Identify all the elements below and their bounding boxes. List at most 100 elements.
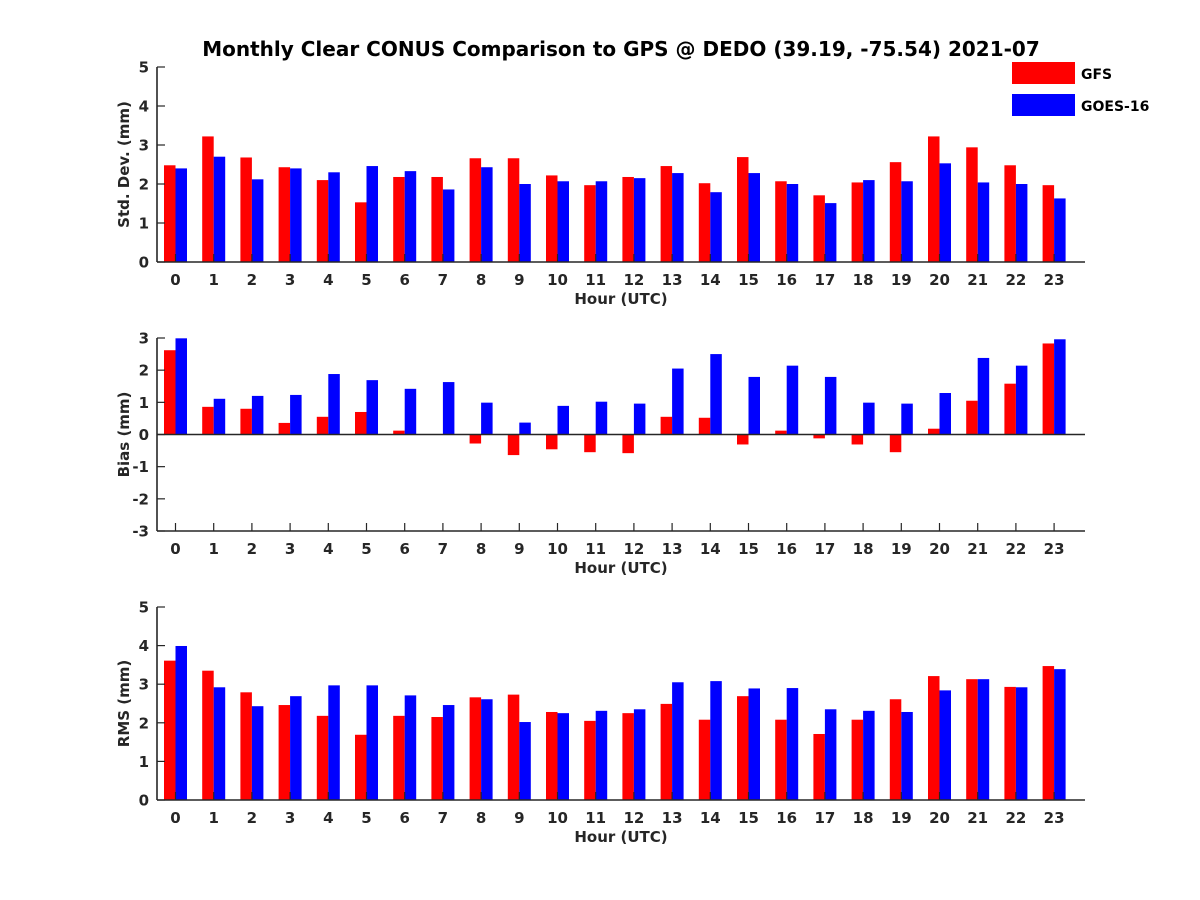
- bar-goes-16-hour-8: [481, 699, 493, 800]
- bar-gfs-hour-1: [202, 670, 214, 800]
- x-tick-label: 10: [547, 540, 568, 558]
- bar-goes-16-hour-11: [595, 181, 608, 262]
- y-tick-label: 0: [139, 254, 149, 272]
- x-tick-label: 18: [853, 809, 874, 827]
- bar-gfs-hour-23: [1042, 343, 1055, 435]
- bar-goes-16-hour-13: [672, 682, 684, 800]
- bar-goes-16-hour-9: [519, 422, 531, 435]
- x-tick-label: 6: [399, 271, 409, 289]
- bar-goes-16-hour-16: [786, 184, 799, 262]
- bar-gfs-hour-12: [622, 434, 634, 454]
- bar-goes-16-hour-11: [595, 710, 608, 800]
- bar-goes-16-hour-11: [595, 401, 608, 435]
- x-tick-label: 11: [585, 540, 606, 558]
- x-tick-label: 9: [514, 540, 524, 558]
- bar-gfs-hour-12: [622, 713, 634, 800]
- x-tick-label: 23: [1044, 540, 1065, 558]
- x-tick-label: 21: [967, 271, 988, 289]
- bar-gfs-hour-7: [431, 176, 443, 262]
- x-tick-label: 11: [585, 809, 606, 827]
- bar-goes-16-hour-22: [1015, 687, 1028, 800]
- x-axis-label: Hour (UTC): [574, 290, 667, 308]
- bar-gfs-hour-9: [507, 694, 520, 800]
- bar-goes-16-hour-0: [175, 168, 187, 262]
- bar-goes-16-hour-5: [366, 685, 378, 800]
- bar-gfs-hour-20: [928, 136, 940, 262]
- bar-gfs-hour-8: [469, 158, 482, 262]
- x-tick-label: 3: [285, 809, 295, 827]
- x-tick-label: 23: [1044, 271, 1065, 289]
- x-tick-label: 15: [738, 809, 759, 827]
- bar-goes-16-hour-20: [939, 690, 951, 800]
- bar-goes-16-hour-14: [710, 681, 722, 800]
- bar-goes-16-hour-2: [251, 395, 264, 435]
- bar-gfs-hour-18: [851, 434, 864, 445]
- y-tick-label: 0: [139, 426, 149, 444]
- y-axis-label: Std. Dev. (mm): [115, 101, 133, 228]
- y-tick-label: 2: [139, 362, 149, 380]
- bar-gfs-hour-5: [355, 411, 367, 435]
- x-tick-label: 20: [929, 271, 950, 289]
- y-tick-label: 1: [139, 215, 149, 233]
- bar-goes-16-hour-13: [672, 368, 684, 435]
- x-tick-label: 9: [514, 271, 524, 289]
- x-tick-label: 19: [891, 271, 912, 289]
- x-tick-label: 3: [285, 540, 295, 558]
- y-tick-label: -2: [132, 490, 149, 508]
- bar-gfs-hour-16: [775, 719, 787, 800]
- bar-gfs-hour-4: [316, 180, 329, 262]
- bar-goes-16-hour-9: [519, 722, 531, 800]
- bar-gfs-hour-3: [278, 705, 291, 800]
- y-tick-label: 4: [139, 98, 149, 116]
- y-axis-label: RMS (mm): [115, 660, 133, 747]
- x-tick-label: 4: [323, 271, 333, 289]
- bar-goes-16-hour-9: [519, 184, 531, 262]
- bar-goes-16-hour-10: [557, 181, 569, 262]
- y-tick-label: 4: [139, 637, 149, 655]
- legend-swatch-gfs: [1012, 62, 1075, 84]
- legend-label-goes-16: GOES-16: [1081, 99, 1149, 115]
- bar-gfs-hour-3: [278, 422, 291, 435]
- bar-gfs-hour-19: [889, 162, 902, 262]
- bar-gfs-hour-23: [1042, 185, 1055, 262]
- bar-gfs-hour-17: [813, 195, 825, 262]
- y-tick-label: 1: [139, 753, 149, 771]
- bar-gfs-hour-0: [164, 660, 176, 800]
- y-axis-label: Bias (mm): [115, 392, 133, 478]
- bar-gfs-hour-20: [928, 428, 940, 435]
- x-tick-label: 18: [853, 271, 874, 289]
- bar-goes-16-hour-21: [977, 679, 990, 800]
- bar-gfs-hour-11: [584, 720, 596, 800]
- bar-goes-16-hour-19: [901, 181, 913, 262]
- bar-gfs-hour-17: [813, 434, 825, 439]
- bar-gfs-hour-14: [698, 719, 711, 800]
- bar-gfs-hour-8: [469, 434, 482, 444]
- y-tick-label: 2: [139, 714, 149, 732]
- x-tick-label: 19: [891, 540, 912, 558]
- bar-goes-16-hour-14: [710, 192, 722, 262]
- x-tick-label: 16: [776, 809, 797, 827]
- y-tick-label: 3: [139, 137, 149, 155]
- y-tick-label: 5: [139, 599, 149, 617]
- bar-gfs-hour-22: [1004, 686, 1016, 800]
- bar-goes-16-hour-6: [404, 388, 417, 435]
- bar-goes-16-hour-18: [863, 180, 875, 262]
- bar-gfs-hour-15: [737, 157, 749, 262]
- x-tick-label: 22: [1005, 540, 1026, 558]
- y-tick-label: 2: [139, 176, 149, 194]
- x-tick-label: 23: [1044, 809, 1065, 827]
- bar-gfs-hour-0: [164, 165, 176, 262]
- x-tick-label: 13: [662, 271, 683, 289]
- y-tick-label: 3: [139, 676, 149, 694]
- bar-goes-16-hour-22: [1015, 184, 1028, 262]
- bar-gfs-hour-12: [622, 176, 634, 262]
- bar-goes-16-hour-7: [442, 705, 455, 800]
- bar-goes-16-hour-21: [977, 357, 990, 435]
- x-tick-label: 15: [738, 540, 759, 558]
- bar-goes-16-hour-7: [442, 382, 455, 435]
- x-tick-label: 0: [170, 809, 180, 827]
- x-tick-label: 2: [247, 540, 257, 558]
- x-tick-label: 6: [399, 809, 409, 827]
- x-tick-label: 21: [967, 809, 988, 827]
